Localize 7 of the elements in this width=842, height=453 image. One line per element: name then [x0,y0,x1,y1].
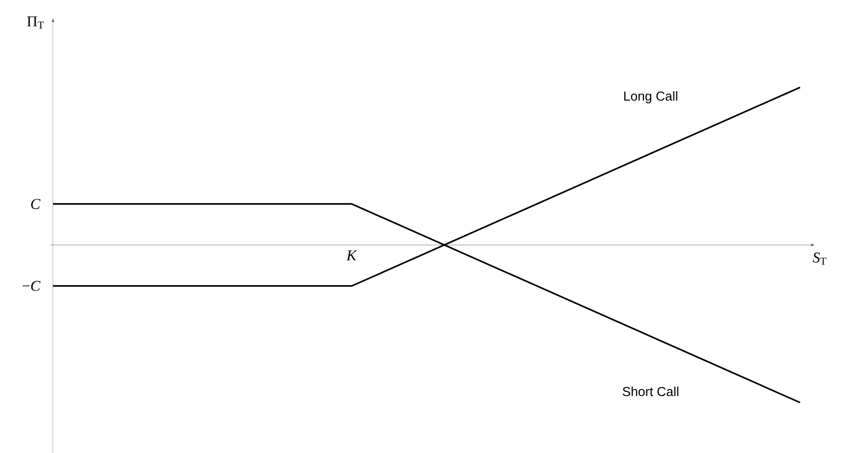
text: Short Call [622,386,678,396]
text: C [31,198,40,210]
x-axis-title: S$_{T}$ [812,252,826,265]
text: Long Call [624,91,678,104]
y-axis-title: Π$_{T}$ [27,16,44,28]
text: −C [22,280,40,291]
annotation: K [346,250,358,260]
